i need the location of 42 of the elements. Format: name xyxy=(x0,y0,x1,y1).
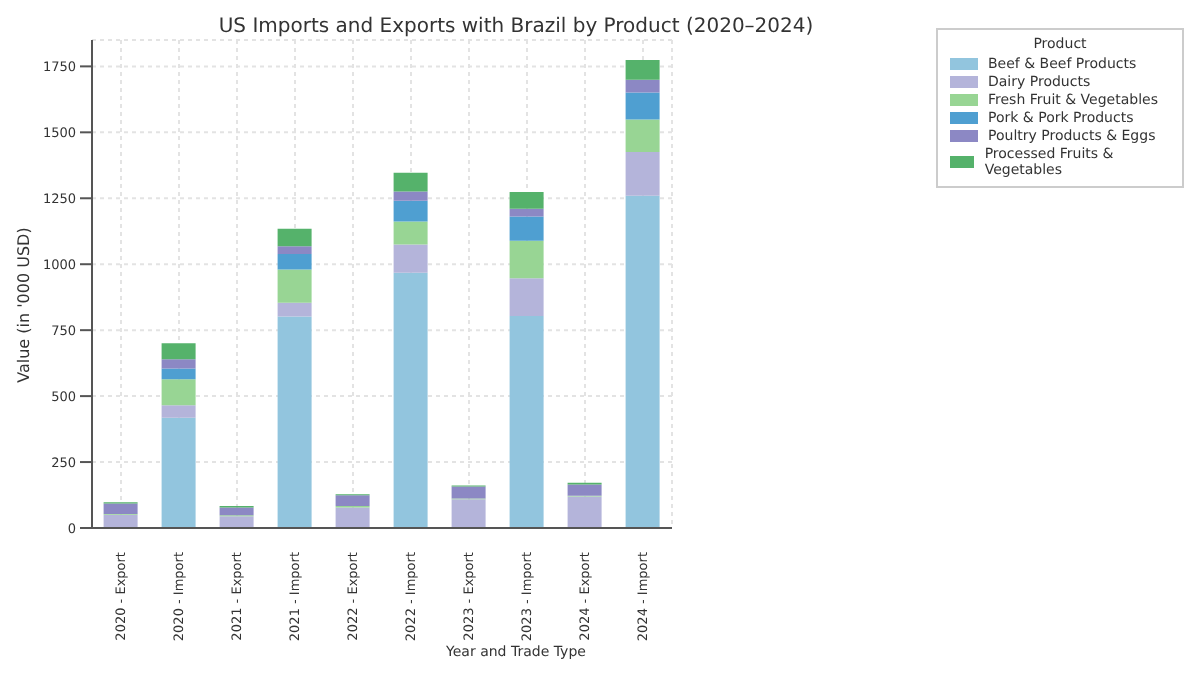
bar xyxy=(625,60,660,80)
bar xyxy=(393,191,428,201)
bar xyxy=(161,359,196,369)
bar xyxy=(451,486,486,499)
bar xyxy=(161,368,196,380)
bar xyxy=(509,191,544,209)
bar xyxy=(277,269,312,303)
bar xyxy=(219,507,254,516)
bar xyxy=(451,499,486,528)
bar xyxy=(161,417,196,528)
bar xyxy=(277,246,312,254)
bar xyxy=(509,315,544,528)
bar xyxy=(161,405,196,418)
bar xyxy=(625,119,660,153)
bar xyxy=(625,92,660,120)
bar xyxy=(567,496,602,528)
bar xyxy=(277,316,312,528)
bar xyxy=(509,208,544,217)
chart-title: US Imports and Exports with Brazil by Product (2020–2024) xyxy=(216,16,816,38)
bar xyxy=(625,195,660,528)
bar xyxy=(335,507,370,528)
y-axis-title: Value (in '000 USD) xyxy=(15,225,33,387)
bar xyxy=(393,272,428,528)
bar xyxy=(509,216,544,241)
bar xyxy=(509,240,544,279)
bar xyxy=(393,200,428,222)
bar xyxy=(277,302,312,317)
bar xyxy=(335,495,370,507)
bar xyxy=(509,278,544,316)
bar xyxy=(103,514,138,528)
bar xyxy=(161,343,196,360)
bar xyxy=(393,244,428,273)
bar xyxy=(625,79,660,93)
bar xyxy=(277,253,312,270)
bar xyxy=(103,503,138,515)
bar xyxy=(393,172,428,192)
bar xyxy=(567,484,602,496)
bar xyxy=(219,516,254,528)
bar xyxy=(393,221,428,245)
bar xyxy=(625,152,660,196)
bar xyxy=(161,379,196,406)
bar xyxy=(277,228,312,247)
